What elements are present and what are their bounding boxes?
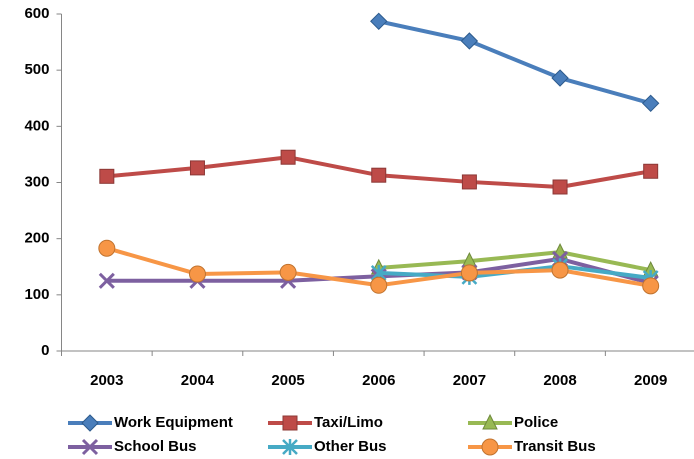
data-point (98, 239, 116, 257)
data-point (551, 69, 569, 87)
data-point (371, 167, 387, 183)
legend-marker (81, 438, 99, 456)
legend-label: Police (514, 414, 558, 431)
legend-label: Other Bus (314, 438, 387, 455)
data-point (460, 264, 478, 282)
x-tick-label: 2004 (181, 372, 215, 389)
data-point (370, 12, 388, 31)
data-point (642, 277, 660, 295)
legend-marker (81, 414, 99, 432)
x-tick-label: 2005 (271, 372, 304, 389)
x-tick-label: 2003 (90, 372, 123, 389)
legend-marker (282, 415, 298, 431)
y-tick-label: 200 (24, 230, 49, 247)
legend-marker (481, 438, 499, 456)
y-tick-label: 300 (24, 173, 49, 190)
legend-label: Work Equipment (114, 414, 233, 431)
data-point (460, 32, 479, 50)
data-point (643, 163, 659, 179)
y-tick-label: 0 (41, 342, 49, 359)
x-tick-label: 2007 (453, 372, 486, 389)
y-tick-label: 400 (24, 117, 49, 134)
data-point (370, 276, 388, 294)
data-point (279, 263, 297, 281)
x-tick-label: 2009 (634, 372, 667, 389)
x-tick-label: 2008 (543, 372, 576, 389)
data-point (188, 265, 206, 283)
series-line (378, 19, 652, 106)
x-tick-label: 2006 (362, 372, 395, 389)
data-point (99, 168, 115, 184)
y-tick-label: 600 (24, 5, 49, 22)
data-point (552, 179, 568, 195)
data-point (280, 149, 296, 165)
data-point (641, 94, 660, 113)
legend-label: Transit Bus (514, 438, 596, 455)
data-point (189, 160, 205, 176)
series-line (378, 250, 652, 273)
data-point (461, 174, 477, 190)
legend-label: School Bus (114, 438, 197, 455)
legend-marker (282, 439, 298, 455)
legend-marker (482, 413, 498, 430)
legend-label: Taxi/Limo (314, 414, 383, 431)
y-tick-label: 100 (24, 286, 49, 303)
data-point (98, 272, 115, 289)
data-point (551, 261, 569, 279)
y-tick-label: 500 (24, 61, 49, 78)
